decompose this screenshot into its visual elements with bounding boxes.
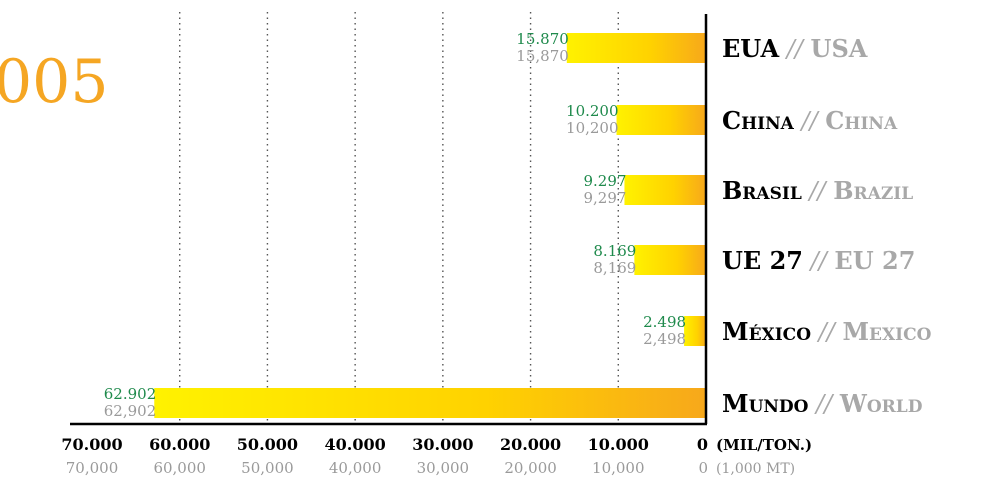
bar-value-label-en: 8,169: [593, 259, 636, 277]
x-tick-label: 70.000: [61, 435, 122, 454]
category-label: EUA // USA: [722, 34, 868, 63]
bar: [624, 175, 706, 205]
category-label: México // Mexico: [722, 317, 932, 346]
x-tick-label: 0: [697, 435, 708, 454]
x-tick-label: 30.000: [412, 435, 473, 454]
x-tick-label-en: 50,000: [241, 459, 294, 477]
bar-value-label: 9.297: [583, 172, 626, 190]
x-tick-label-en: 60,000: [153, 459, 206, 477]
bar-value-label-en: 10,200: [566, 119, 619, 137]
x-tick-label-en: 40,000: [329, 459, 382, 477]
bar-value-label: 10.200: [566, 102, 619, 120]
category-label: Brasil // Brazil: [722, 176, 913, 205]
x-tick-label-en: 10,000: [592, 459, 645, 477]
x-tick-label-en: 30,000: [417, 459, 470, 477]
x-tick-label-en: 20,000: [504, 459, 557, 477]
x-tick-label: 20.000: [500, 435, 561, 454]
bar: [634, 245, 706, 275]
x-unit-label: (MIL/TON.): [716, 436, 812, 454]
bar-value-label-en: 62,902: [104, 402, 157, 420]
x-tick-label-en: 0: [698, 459, 708, 477]
x-tick-label-en: 70,000: [66, 459, 119, 477]
bar-value-label-en: 9,297: [583, 189, 626, 207]
x-tick-label: 60.000: [149, 435, 210, 454]
bar: [154, 388, 707, 418]
bar-value-label: 15.870: [516, 30, 569, 48]
bar-value-label: 62.902: [104, 385, 157, 403]
bar: [616, 105, 706, 135]
bar-value-label-en: 2,498: [643, 330, 686, 348]
x-tick-label: 10.000: [588, 435, 649, 454]
x-unit-label-en: (1,000 MT): [716, 461, 795, 477]
category-label: China // China: [722, 106, 898, 135]
bar-value-label-en: 15,870: [516, 47, 569, 65]
category-label: UE 27 // EU 27: [722, 246, 915, 275]
year-label: 005: [0, 47, 109, 117]
bar-value-label: 2.498: [643, 313, 686, 331]
bar: [566, 33, 706, 63]
bar-value-label: 8.169: [593, 242, 636, 260]
bar: [684, 316, 706, 346]
category-label: Mundo // World: [722, 389, 923, 418]
x-tick-label: 50.000: [237, 435, 298, 454]
x-tick-label: 40.000: [325, 435, 386, 454]
